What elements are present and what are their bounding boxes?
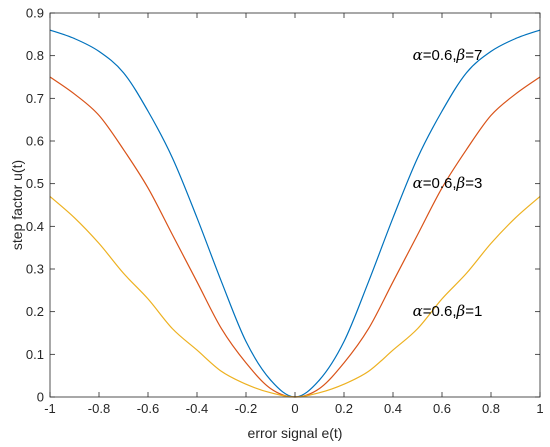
y-tick-label: 0.9 xyxy=(26,6,44,21)
y-tick-label: 0.6 xyxy=(26,134,44,149)
y-axis-label: step factor u(t) xyxy=(9,160,25,250)
y-tick-label: 0.2 xyxy=(26,304,44,319)
y-tick-label: 0.5 xyxy=(26,176,44,191)
alpha-value: =0.6, xyxy=(423,175,457,192)
x-tick-label: 0.8 xyxy=(482,401,500,416)
x-tick-label: 0.6 xyxy=(433,401,451,416)
y-tick-label: 0.7 xyxy=(26,91,44,106)
beta-symbol: β xyxy=(456,46,466,64)
beta-value: =1 xyxy=(465,303,482,320)
x-axis-label: error signal e(t) xyxy=(248,425,343,441)
y-tick-label: 0.3 xyxy=(26,262,44,277)
y-tick-label: 0.1 xyxy=(26,347,44,362)
annotations-layer: α=0.6,β=7α=0.6,β=3α=0.6,β=1 xyxy=(413,46,483,320)
x-tick-label: 0.2 xyxy=(335,401,353,416)
x-tick-label: 1 xyxy=(536,401,543,416)
x-tick-label: -0.6 xyxy=(137,401,159,416)
x-tick-label: -1 xyxy=(44,401,56,416)
annotation-label-1: α=0.6,β=7 xyxy=(413,46,483,64)
alpha-value: =0.6, xyxy=(423,303,457,320)
beta-value: =7 xyxy=(465,47,482,64)
beta-symbol: β xyxy=(456,302,466,320)
alpha-symbol: α xyxy=(413,174,423,192)
annotation-label-3: α=0.6,β=1 xyxy=(413,302,483,320)
x-tick-label: -0.2 xyxy=(235,401,257,416)
alpha-symbol: α xyxy=(413,46,423,64)
plot-background xyxy=(50,13,540,397)
y-tick-label: 0.4 xyxy=(26,219,44,234)
x-tick-label: 0 xyxy=(291,401,298,416)
x-tick-label: 0.4 xyxy=(384,401,402,416)
y-tick-label: 0.8 xyxy=(26,48,44,63)
alpha-symbol: α xyxy=(413,302,423,320)
x-tick-label: -0.8 xyxy=(88,401,110,416)
alpha-value: =0.6, xyxy=(423,47,457,64)
beta-symbol: β xyxy=(456,174,466,192)
beta-value: =3 xyxy=(465,175,482,192)
annotation-label-2: α=0.6,β=3 xyxy=(413,174,483,192)
x-tick-label: -0.4 xyxy=(186,401,208,416)
ticks-layer: -1 -0.8 -0.6 -0.4 -0.2 0 0.2 0.4 0.6 0.8 1 0 0.1 0.2 0… xyxy=(26,6,544,417)
y-tick-label: 0 xyxy=(37,390,44,405)
